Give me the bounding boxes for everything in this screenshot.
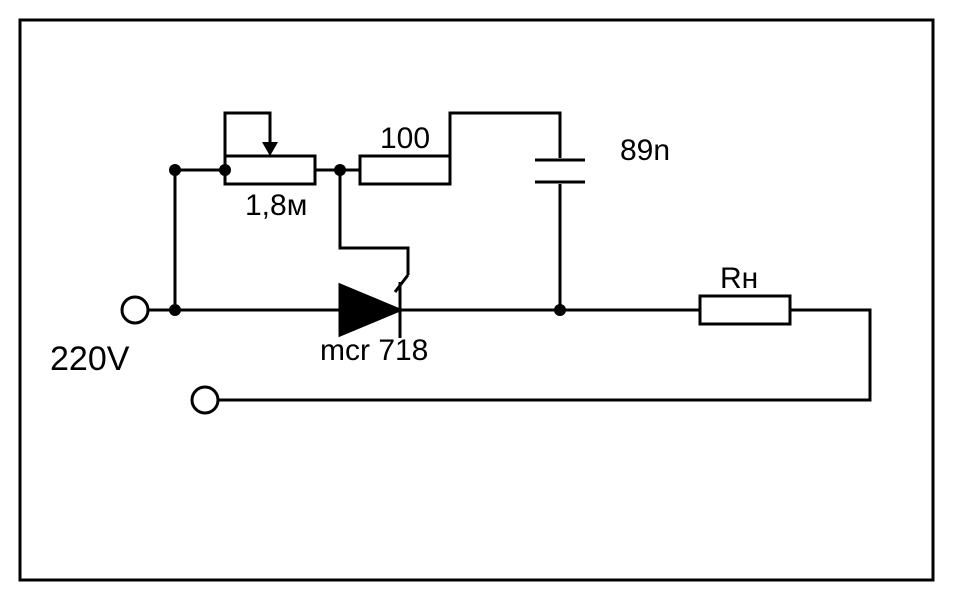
terminal-bottom bbox=[192, 387, 218, 413]
r-series-label: 100 bbox=[380, 122, 430, 155]
scr-label: mcr 718 bbox=[320, 334, 428, 367]
terminal-top bbox=[122, 297, 148, 323]
scr: mcr 718 bbox=[290, 275, 428, 367]
frame bbox=[20, 20, 933, 580]
load-label: Rн bbox=[720, 262, 758, 295]
capacitor: 89n bbox=[535, 134, 670, 182]
source-voltage-label: 220V bbox=[50, 340, 130, 378]
potentiometer: 1,8м bbox=[225, 130, 315, 222]
resistor-series: 100 bbox=[360, 122, 450, 184]
nodes bbox=[169, 164, 566, 316]
resistor-load: Rн bbox=[700, 262, 790, 324]
input-terminals bbox=[122, 297, 218, 413]
circuit-schematic: 1,8м 100 89n mcr 718 Rн 220V bbox=[0, 0, 953, 600]
pot-label: 1,8м bbox=[245, 189, 307, 222]
cap-label: 89n bbox=[620, 134, 670, 167]
